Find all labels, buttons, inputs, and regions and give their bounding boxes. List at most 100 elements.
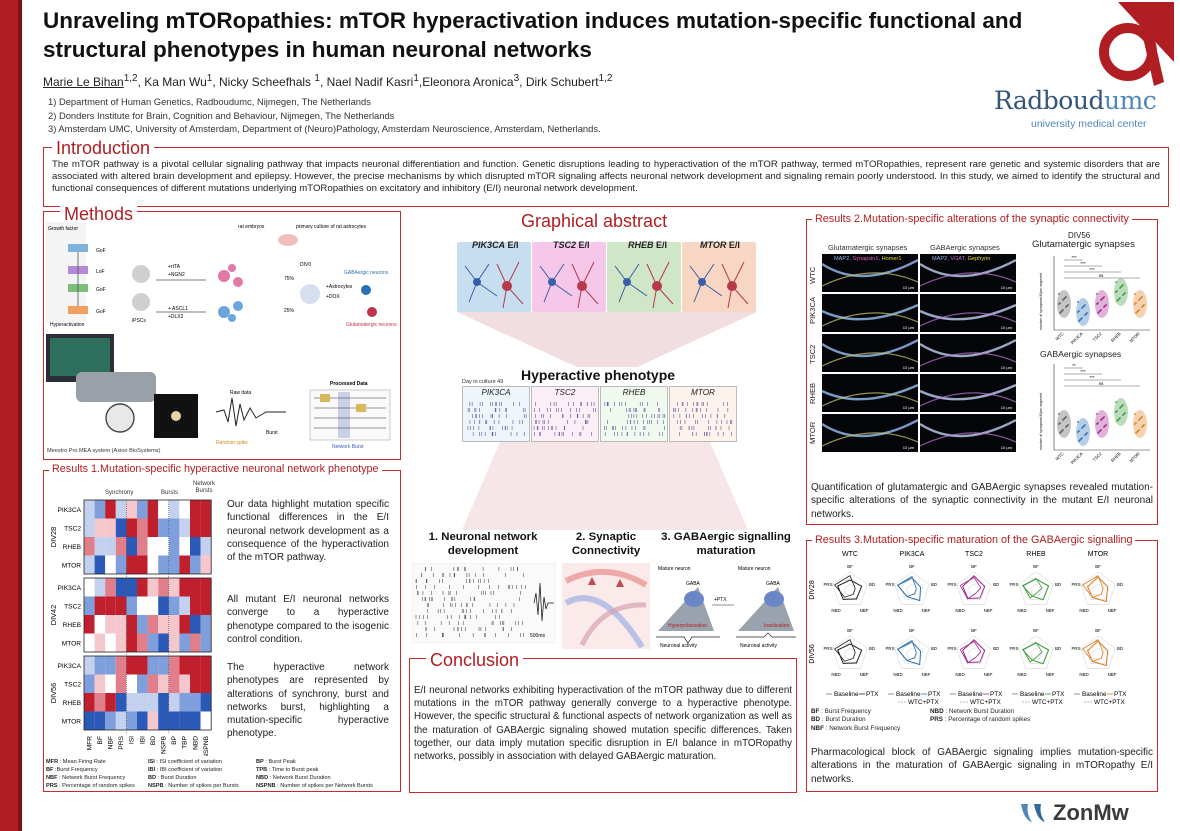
stain-name: Gephyrin — [967, 256, 991, 262]
pillar-2-title: 2. Synaptic Connectivity — [562, 530, 650, 558]
gaba-stain-legend: MAP2, VGAT, Gephyrin — [932, 256, 990, 262]
poster-title: Unraveling mTORopathies: mTOR hyperactiv… — [43, 8, 1023, 62]
methods-dox: +DOX — [326, 294, 340, 300]
abbr-bd: : Burst Duration — [156, 775, 197, 781]
radar-series-polygon — [896, 639, 917, 662]
heatmap-row-label: PIK3CA — [58, 585, 82, 592]
trace-scale-label: 500ms — [530, 633, 546, 639]
gaba-micrograph: 10 µm — [920, 374, 1016, 412]
p3-activity-1: Neuronal activity — [660, 643, 697, 649]
glut-micrograph: 10 µm — [822, 414, 918, 452]
abbr-tpb-key: TPB — [256, 767, 268, 773]
methods-gof3: GoF — [96, 309, 106, 315]
radar-axis-label: BD — [1055, 646, 1061, 651]
methods-div0: DIV0 — [300, 262, 311, 268]
radar-row-label: DIV28 — [809, 580, 816, 600]
micrograph-row-label: MTOR — [808, 421, 817, 444]
scale-bar-label: 10 µm — [1000, 445, 1012, 450]
radar-axis-label: NBD — [1079, 672, 1088, 677]
methods-gaba-neurons: GABAergic neurons — [344, 270, 389, 276]
ga-gene-pik3ca: PIK3CA — [472, 240, 506, 250]
radar-series-polygon — [1022, 641, 1043, 663]
author-6: , Dirk Schubert — [519, 75, 599, 89]
radar-axis-label: BD — [931, 646, 937, 651]
author-3: , Nicky Scheefhals — [212, 75, 315, 89]
abbr-isi: : ISI coefficient of variation — [154, 759, 222, 765]
glut-micrograph: 10 µm — [822, 254, 918, 292]
radar-series-polygon — [959, 640, 982, 664]
pillar-1-num: 1. — [428, 531, 442, 543]
radar-series-polygon — [1021, 578, 1050, 601]
radar-axis-label: BD — [931, 582, 937, 587]
stain-name: Synapsin1, — [852, 256, 882, 262]
micrograph-row-label: PIK3CA — [808, 296, 817, 324]
synapse-plot-xlabel: MTOR — [1128, 331, 1140, 343]
synapse-plot-ylabel: number of synapses/40µm segment — [1039, 273, 1043, 330]
significance-label: ns — [1099, 381, 1105, 386]
methods-lof: LoF — [96, 269, 105, 275]
scale-bar-label: 10 µm — [902, 445, 914, 450]
ga-suffix-pik3ca: E/I — [505, 240, 519, 250]
violin-shape — [1114, 398, 1128, 426]
radar-axis-label: NBD — [893, 672, 902, 677]
violin-shape — [1133, 290, 1147, 318]
author-1-sup: 1,2 — [123, 73, 138, 84]
heatmap-row-label: RHEB — [63, 700, 82, 707]
radar-axis-label: NBF — [922, 672, 931, 677]
conclusion-text: E/I neuronal networks exhibiting hyperac… — [414, 685, 792, 763]
synapse-plot-xlabel: PIK3CA — [1070, 451, 1084, 465]
radar-axis-label: BF — [847, 628, 853, 633]
heatmap-row-label: MTOR — [62, 562, 82, 569]
heatmap-row-label: TSC2 — [64, 603, 81, 610]
radar-axis-label: BF — [971, 564, 977, 569]
pathway-node-4 — [68, 306, 88, 314]
radar-column-title: WTC — [842, 551, 858, 558]
p3-ptx: +PTX — [714, 597, 727, 603]
violin-shape — [1114, 278, 1128, 306]
radar-row-label: DIV56 — [809, 644, 816, 664]
group-bursts: Bursts — [161, 490, 179, 496]
heatmap-block-label: DIV42 — [49, 605, 58, 626]
radar-legend-baseline: Baseline — [1020, 691, 1045, 698]
day-in-culture-label: Day in culture 49 — [462, 379, 504, 385]
scale-bar-label: 10 µm — [1000, 405, 1012, 410]
author-list: Marie Le Bihan1,2, Ka Man Wu1, Nicky Sch… — [43, 73, 612, 89]
stain-name: MAP2, — [932, 256, 951, 262]
zonmw-logo-icon — [1021, 804, 1045, 822]
ga-label-pik3ca: PIK3CA E/I — [472, 240, 519, 250]
abbr-ibi: : IBI coefficient of variation — [155, 767, 223, 773]
results1-abbr-col1: MFR : Mean Firing Rate BF :Burst Frequen… — [46, 758, 135, 790]
radar-axis-label: NBF — [984, 608, 993, 613]
results3-text: Pharmacological block of GABAergic signa… — [811, 747, 1153, 785]
radar-series-polygon — [1087, 576, 1109, 603]
methods-pct75: 75% — [284, 276, 295, 282]
radar-axis-label: PRS — [947, 646, 956, 651]
methods-netburst: Network Burst — [332, 444, 364, 450]
significance-label: ns — [1099, 273, 1105, 278]
radar-series-polygon — [896, 575, 917, 598]
p3-hyperpol: Hyperpolarization — [668, 623, 707, 629]
radar-axis-label: BF — [1033, 564, 1039, 569]
r2-plot2-title: GABAergic synapses — [1040, 349, 1122, 359]
methods-growth-label: Growth factor — [48, 226, 78, 232]
radar-series-polygon — [837, 579, 863, 600]
heatmap-column-label: TBP — [182, 735, 189, 748]
radar-axis-label: NBD — [893, 608, 902, 613]
author-5-sup: 3 — [513, 73, 520, 84]
p3-gaba-2: GABA — [766, 581, 781, 587]
heatmap-column-label: NBF — [108, 736, 115, 749]
violin-shape — [1076, 418, 1090, 446]
radar-column-title: PIK3CA — [900, 551, 925, 558]
results3-abbr-left: BF : Burst Frequency BD : Burst Duration… — [811, 708, 900, 733]
stain-name: VGAT, — [950, 256, 968, 262]
abbr-nbd-key: NBD — [256, 775, 269, 781]
heatmap-column-label: BF — [97, 736, 104, 744]
radar-axis-label: NBF — [1046, 672, 1055, 677]
results1-para3: The hyperactive network phenotypes are r… — [227, 662, 389, 740]
radar-legend-baseline: Baseline — [958, 691, 983, 698]
radar-series-polygon — [833, 575, 856, 598]
methods-rat: rat embryos — [238, 224, 265, 230]
methods-figure: Growth factor GoF LoF GoF GoF Hyperactiv… — [46, 222, 397, 450]
heatmap-column-label: MFR — [86, 736, 93, 751]
methods-hyper: Hyperactivation — [50, 322, 85, 328]
